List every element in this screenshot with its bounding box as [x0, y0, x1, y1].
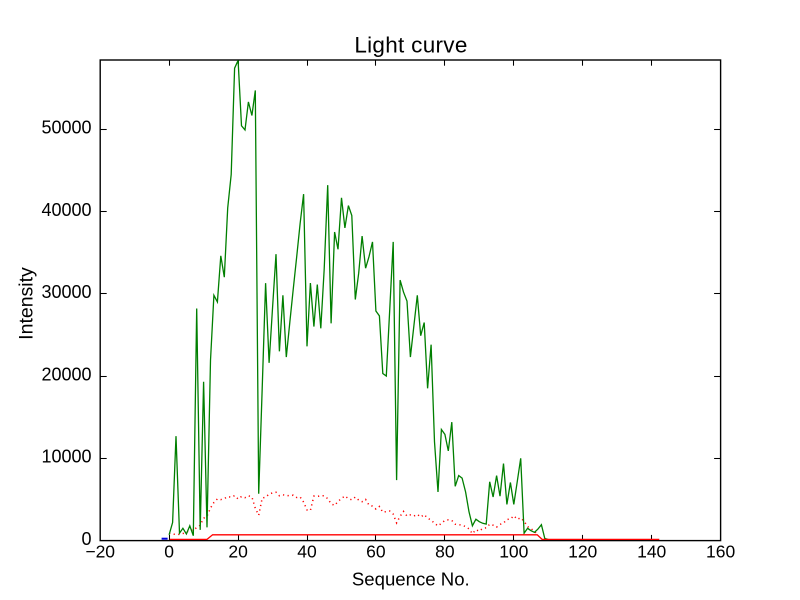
svg-text:40000: 40000 [41, 200, 91, 220]
svg-text:10000: 10000 [41, 447, 91, 467]
svg-text:−20: −20 [85, 542, 115, 562]
svg-text:20000: 20000 [41, 364, 91, 384]
svg-text:0: 0 [81, 529, 91, 549]
svg-text:40: 40 [297, 542, 317, 562]
svg-text:60: 60 [366, 542, 386, 562]
svg-text:Sequence No.: Sequence No. [352, 569, 470, 590]
svg-text:120: 120 [568, 542, 597, 562]
svg-text:100: 100 [499, 542, 528, 562]
svg-text:20: 20 [228, 542, 248, 562]
svg-text:Light curve: Light curve [354, 33, 467, 58]
svg-text:140: 140 [637, 542, 666, 562]
svg-text:0: 0 [164, 542, 174, 562]
svg-text:Intensity: Intensity [16, 267, 38, 340]
svg-text:30000: 30000 [41, 282, 91, 302]
svg-text:80: 80 [435, 542, 455, 562]
svg-text:50000: 50000 [41, 118, 91, 138]
svg-text:160: 160 [706, 542, 735, 562]
